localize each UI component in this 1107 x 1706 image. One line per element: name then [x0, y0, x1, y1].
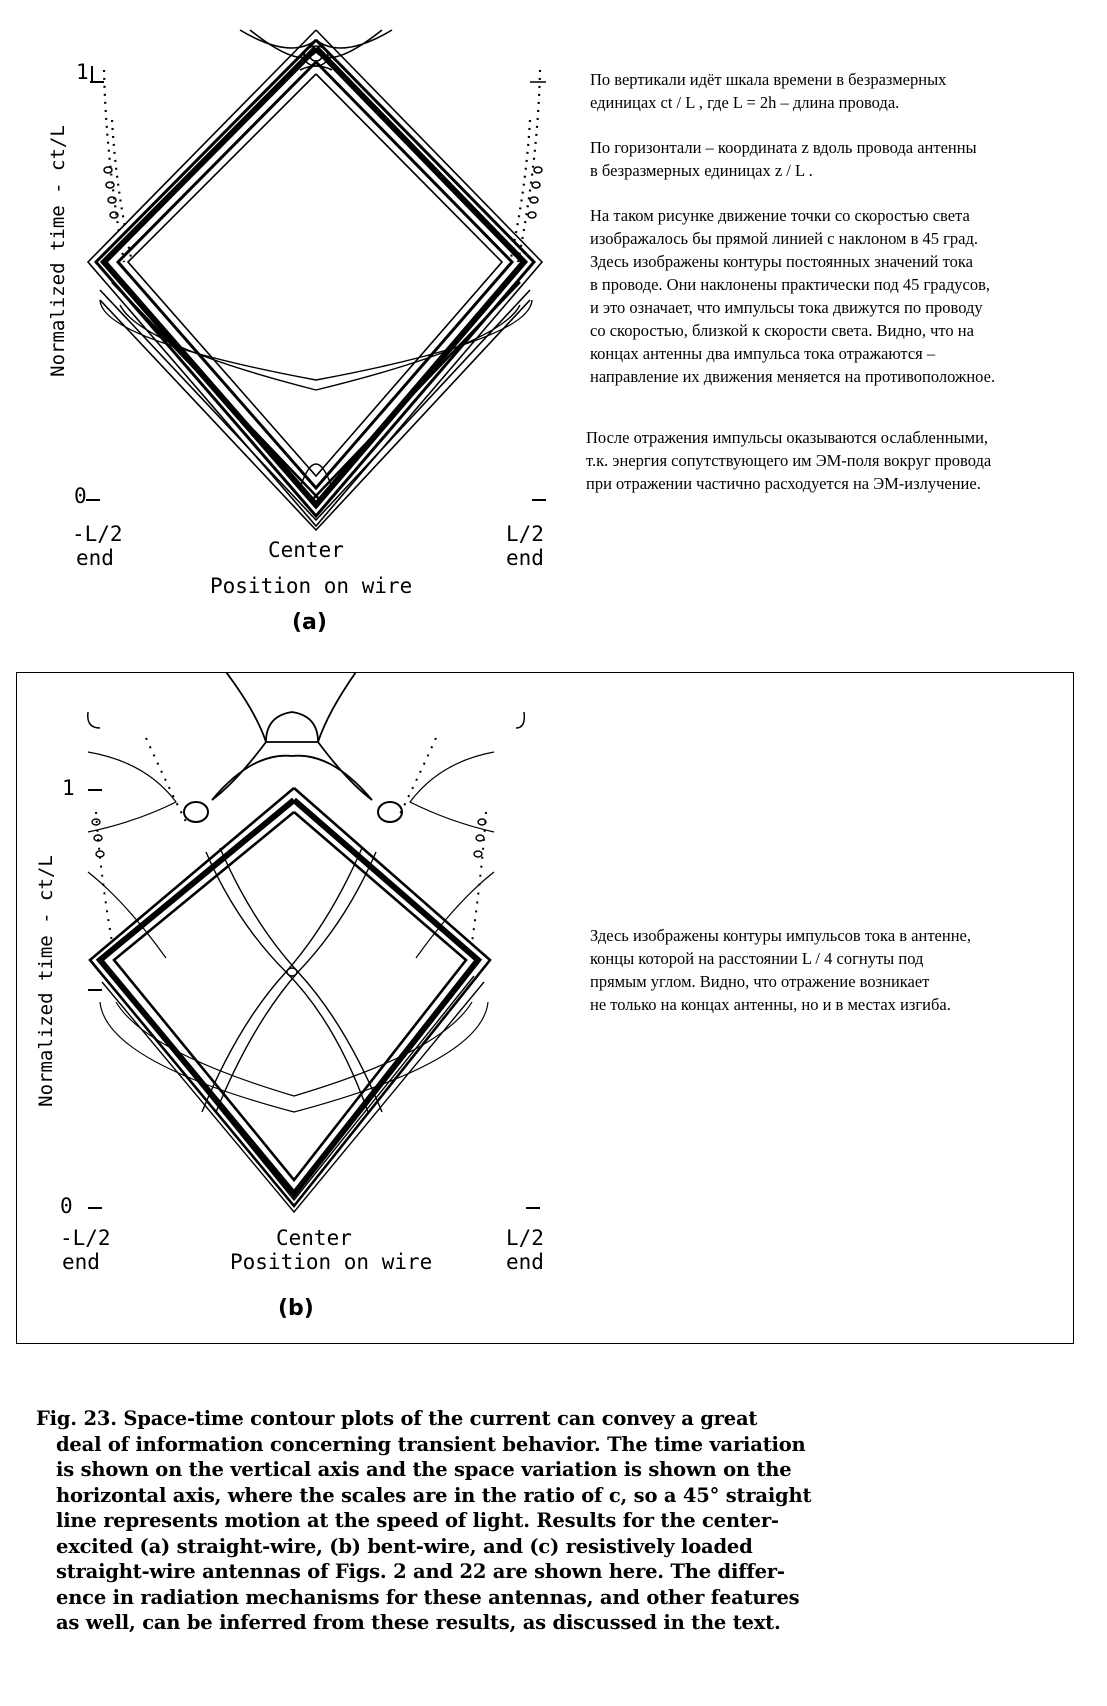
caption-line-9: as well, can be inferred from these resu… [56, 1611, 781, 1634]
note-a-1: По вертикали идёт шкала времени в безраз… [590, 70, 947, 112]
caption-line-7: straight-wire antennas of Figs. 2 and 22… [56, 1560, 785, 1583]
panel-label-b: (b) [278, 1296, 314, 1321]
caption-line-2: deal of information concerning transient… [56, 1432, 806, 1456]
notes-a-after: После отражения импульсы оказываются осл… [586, 426, 1104, 517]
x-label-left-end-b: end [62, 1250, 100, 1274]
x-label-center-b: Center [276, 1226, 352, 1250]
x-label-left-b: -L/2 [60, 1226, 111, 1250]
y-axis-label-b: Normalized time - ct/L [35, 855, 57, 1107]
panel-label-a: (a) [292, 610, 327, 635]
x-label-left-a: -L/2 [72, 522, 123, 546]
notes-b: Здесь изображены контуры импульсов тока … [590, 924, 1090, 1038]
y-tick-0-b: 0 [60, 1194, 73, 1218]
y-tick-1-b: 1 [62, 776, 75, 800]
note-a-4: После отражения импульсы оказываются осл… [586, 428, 992, 493]
note-b-1: Здесь изображены контуры импульсов тока … [590, 926, 971, 1014]
caption-line-6: excited (a) straight-wire, (b) bent-wire… [56, 1534, 753, 1558]
x-axis-label-b: Position on wire [230, 1250, 433, 1274]
y-tick-1-a: 1 [76, 60, 89, 84]
x-label-left-end-a: end [76, 546, 114, 570]
caption-line-3: is shown on the vertical axis and the sp… [56, 1458, 792, 1481]
x-label-right-end-b: end [506, 1250, 544, 1274]
note-a-2: По горизонтали – координата z вдоль пров… [590, 138, 977, 180]
note-a-3: На таком рисунке движение точки со скоро… [590, 206, 996, 386]
y-axis-label-a: Normalized time - ct/L [47, 125, 69, 377]
contour-plot-b [87, 672, 540, 1214]
caption-line-8: ence in radiation mechanisms for these a… [56, 1585, 800, 1609]
caption-line-5: line represents motion at the speed of l… [56, 1509, 779, 1532]
x-label-right-end-a: end [506, 546, 544, 570]
x-label-center-a: Center [268, 538, 344, 562]
notes-a: По вертикали идёт шкала времени в безраз… [590, 68, 1100, 410]
x-axis-label-a: Position on wire [210, 574, 413, 598]
caption-line-1: Fig. 23. Space-time contour plots of the… [36, 1407, 758, 1430]
contour-plot-a [86, 29, 546, 532]
figure-b-frame [16, 672, 1074, 1344]
x-label-right-a: L/2 [506, 522, 544, 546]
y-tick-0-a: 0 [74, 484, 87, 508]
caption-line-4: horizontal axis, where the scales are in… [56, 1483, 812, 1507]
x-label-right-b: L/2 [506, 1226, 544, 1250]
figure-caption: Fig. 23. Space-time contour plots of the… [36, 1406, 1076, 1636]
